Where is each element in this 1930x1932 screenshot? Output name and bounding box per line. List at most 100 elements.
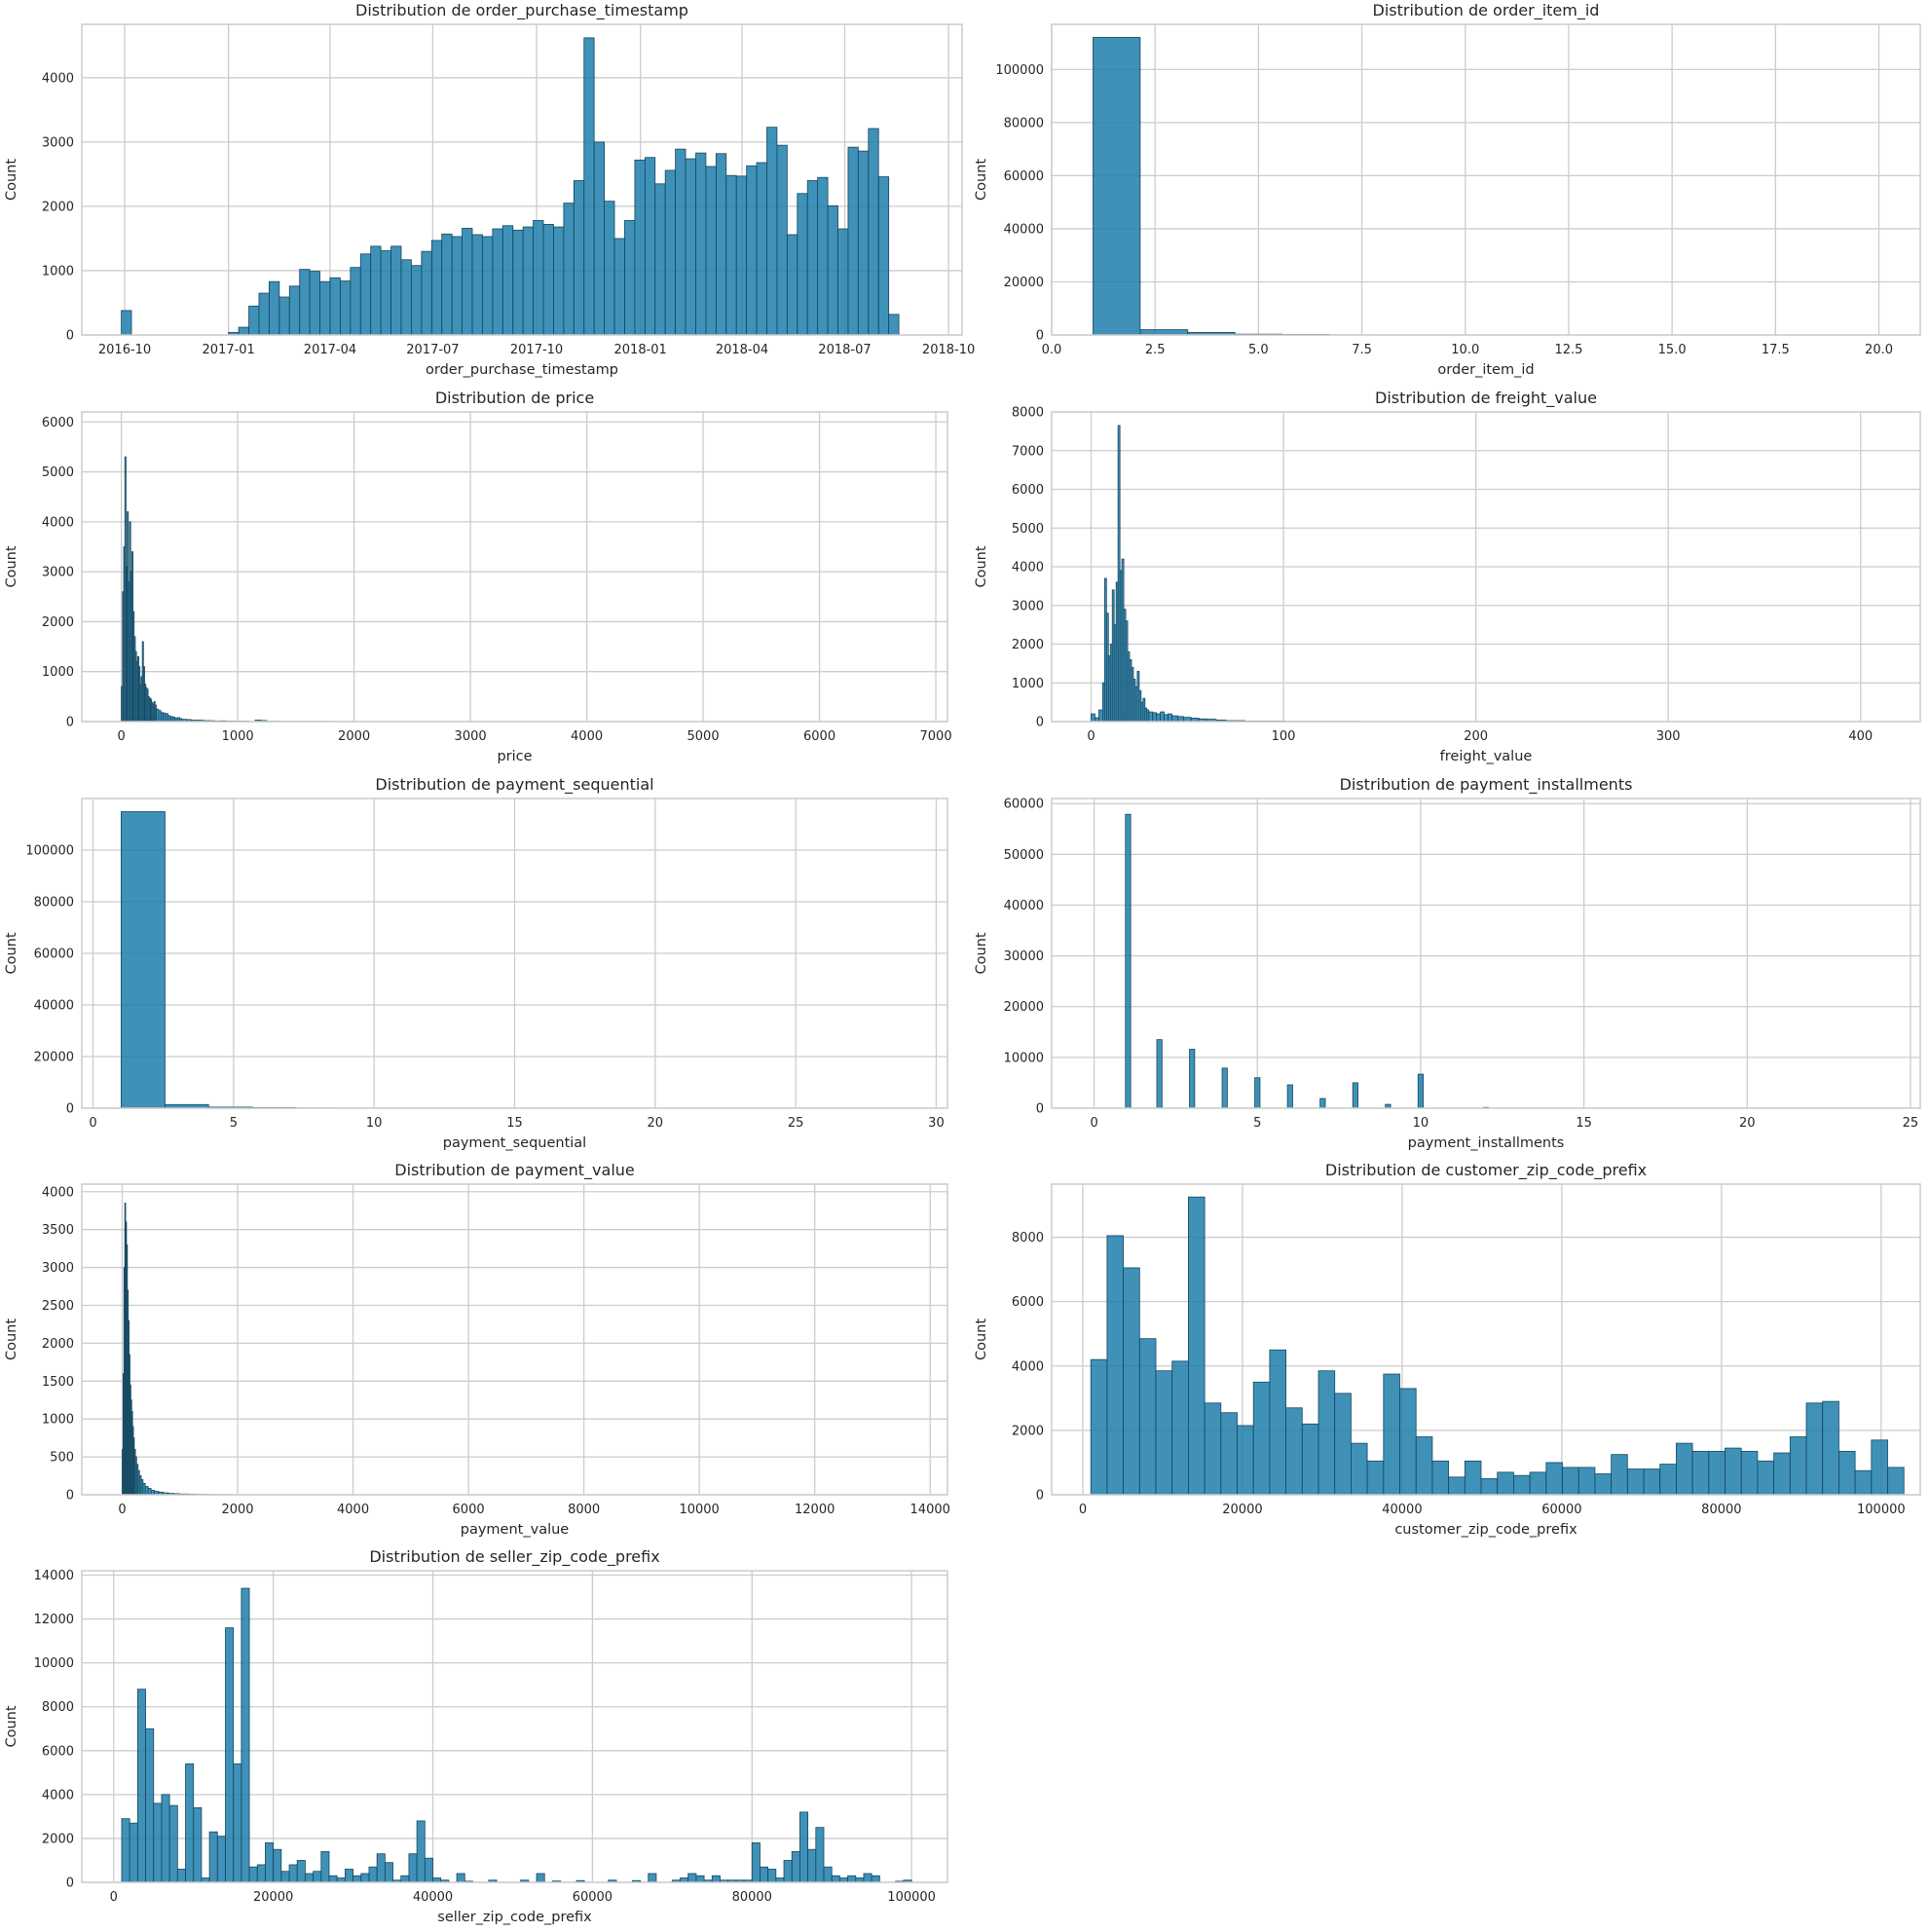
y-axis-label: Count — [974, 545, 989, 587]
y-tick-label: 1000 — [42, 1413, 74, 1428]
y-tick-label: 0 — [1036, 329, 1044, 344]
histogram-bar — [408, 1853, 418, 1883]
histogram-bar — [675, 148, 687, 336]
histogram-bar — [1220, 1412, 1238, 1496]
histogram-bar — [1106, 1235, 1124, 1496]
histogram-bar — [1431, 1460, 1450, 1496]
subplot-6: 0 10000 20000 30000 40000 50000 60000 0 5 10 15 20 2… — [974, 775, 1921, 1151]
histogram-bar — [1156, 1039, 1163, 1109]
x-tick-label: 0 — [1079, 1503, 1087, 1517]
x-tick-label: 20.0 — [1865, 343, 1893, 357]
y-tick-label: 40000 — [1004, 899, 1044, 913]
histogram-bar — [766, 127, 778, 336]
histogram-bar — [1480, 1478, 1499, 1496]
histogram-bar — [400, 1875, 410, 1883]
x-tick-label: 400 — [1848, 729, 1873, 744]
histogram-bar — [390, 245, 402, 336]
y-axis-label: Count — [974, 932, 989, 974]
histogram-bar — [368, 1866, 378, 1883]
histogram-bar — [760, 1866, 769, 1883]
histogram-bar — [791, 1851, 800, 1883]
x-axis-label: payment_sequential — [443, 1135, 586, 1151]
histogram-bar — [1334, 1393, 1352, 1496]
histogram-bar — [786, 234, 798, 336]
histogram-bar — [161, 1794, 170, 1883]
subplot-7: 0 500 1000 1500 2000 2500 3000 3500 4000 0 2000 400… — [4, 1161, 950, 1538]
histogram-bar — [542, 224, 554, 336]
y-tick-label: 3000 — [42, 566, 74, 580]
histogram-bar — [248, 305, 260, 336]
histogram-bar — [280, 1871, 290, 1883]
histogram-bar — [1139, 329, 1189, 336]
histogram-bar — [1319, 1097, 1326, 1109]
y-tick-label: 2000 — [1012, 1424, 1044, 1438]
x-tick-label: 8000 — [568, 1503, 600, 1517]
histogram-bar — [1318, 1370, 1336, 1496]
y-axis-label: Count — [4, 1705, 19, 1747]
histogram-bar — [648, 1873, 657, 1883]
histogram-bar — [1237, 1425, 1254, 1496]
y-axis-label: Count — [4, 932, 19, 974]
histogram-bar — [1659, 1464, 1677, 1496]
histogram-bar — [1757, 1460, 1775, 1496]
x-tick-label: 2017-01 — [203, 343, 255, 357]
histogram-bar — [1189, 1049, 1196, 1109]
x-axis-label: order_item_id — [1437, 362, 1534, 378]
x-tick-label: 5 — [230, 1116, 238, 1131]
y-tick-label: 20000 — [34, 1051, 74, 1065]
histogram-bar — [815, 1827, 825, 1883]
histogram-bar — [299, 269, 311, 336]
histogram-bar — [715, 153, 727, 336]
histogram-bar — [831, 1875, 840, 1883]
histogram-bar — [725, 174, 737, 336]
histogram-bar — [273, 1848, 282, 1883]
histogram-bar — [1545, 1462, 1563, 1496]
histogram-bar — [746, 165, 758, 336]
histogram-bar — [328, 1875, 338, 1883]
histogram-bar — [533, 220, 544, 336]
y-axis-label: Count — [4, 159, 19, 201]
histogram-bar — [492, 228, 503, 336]
x-tick-label: 2000 — [221, 1503, 253, 1517]
y-tick-label: 7000 — [1012, 444, 1044, 459]
subplot-2: 0 20000 40000 60000 80000 100000 0.0 2.5 5.0 7.5 1… — [974, 1, 1921, 378]
histogram-bar — [1399, 1388, 1417, 1496]
x-tick-label: 20000 — [1222, 1503, 1262, 1517]
histogram-bar — [1269, 1349, 1287, 1496]
histogram-bar — [1562, 1467, 1579, 1496]
y-tick-label: 1000 — [1012, 677, 1044, 691]
histogram-bar — [776, 144, 788, 336]
histogram-bar — [823, 1866, 833, 1883]
x-tick-label: 0 — [110, 1890, 118, 1905]
x-tick-label: 15.0 — [1658, 343, 1687, 357]
histogram-bar — [145, 1728, 155, 1883]
histogram-bar — [320, 1851, 330, 1883]
x-tick-label: 5.0 — [1248, 343, 1269, 357]
histogram-bar — [1254, 1077, 1261, 1109]
plot-frame — [1051, 1183, 1921, 1496]
histogram-bar — [305, 1873, 315, 1883]
y-tick-label: 60000 — [34, 947, 74, 962]
histogram-bar — [153, 1802, 163, 1883]
y-axis-label: Count — [974, 1319, 989, 1360]
histogram-bar — [1093, 36, 1141, 336]
histogram-bar — [350, 267, 361, 336]
x-tick-label: 1000 — [222, 729, 254, 744]
y-tick-label: 0 — [1036, 716, 1044, 730]
x-tick-label: 25 — [788, 1116, 804, 1131]
y-tick-label: 1500 — [42, 1375, 74, 1390]
histogram-bar — [553, 226, 565, 336]
histogram-bar — [129, 1822, 138, 1883]
histogram-bar — [456, 1873, 465, 1883]
histogram-bar — [1351, 1442, 1368, 1496]
histogram-bar — [121, 811, 166, 1109]
y-tick-label: 40000 — [34, 999, 74, 1014]
histogram-bar — [695, 1875, 705, 1883]
histogram-bar — [411, 265, 423, 336]
x-tick-label: 100000 — [1857, 1503, 1906, 1517]
histogram-bar — [268, 280, 280, 336]
x-tick-label: 12000 — [795, 1503, 835, 1517]
x-tick-label: 2016-10 — [98, 343, 151, 357]
x-tick-label: 14000 — [910, 1503, 950, 1517]
y-tick-label: 4000 — [42, 515, 74, 530]
